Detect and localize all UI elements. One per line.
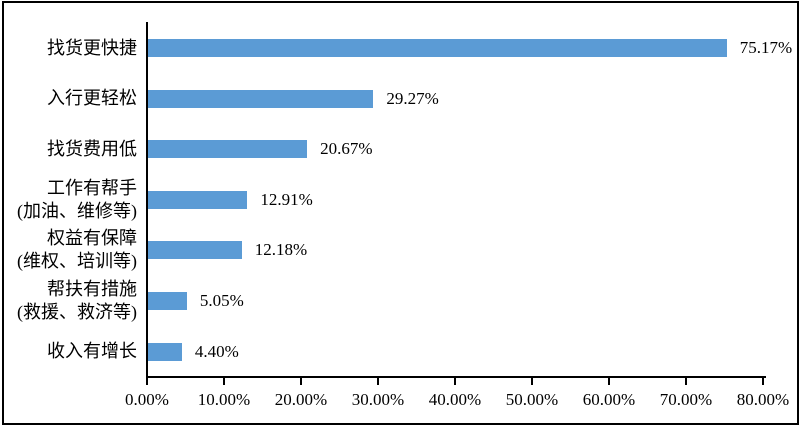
bar <box>148 89 374 108</box>
x-axis-tick-label: 70.00% <box>659 390 713 409</box>
category-label: 收入有增长 <box>47 340 137 363</box>
bar <box>148 342 182 361</box>
value-label: 4.40% <box>194 341 239 361</box>
x-axis-tick <box>454 378 456 385</box>
x-axis-tick-label: 30.00% <box>351 390 405 409</box>
value-label: 75.17% <box>739 38 793 57</box>
category-label: 找货更快捷 <box>47 37 137 60</box>
category-label: 入行更轻松 <box>47 87 137 110</box>
x-axis-tick <box>608 378 610 385</box>
bar <box>148 39 727 57</box>
x-axis-tick-label: 0.00% <box>125 390 169 409</box>
x-axis-tick <box>377 378 379 385</box>
category-label-line: 入行更轻松 <box>47 88 137 109</box>
bar <box>148 241 242 260</box>
bar <box>148 190 248 209</box>
x-axis-tick-label: 50.00% <box>505 390 559 409</box>
x-axis-tick <box>146 378 148 385</box>
x-axis-tick <box>223 378 225 385</box>
category-label: 权益有保障 (维权、培训等) <box>17 227 137 273</box>
value-label: 29.27% <box>386 88 439 108</box>
y-axis-line <box>146 22 148 378</box>
category-label-line: (维权、培训等) <box>17 251 137 272</box>
category-label-line: (加油、维修等) <box>17 200 137 221</box>
category-label: 帮扶有措施 (救援、救济等) <box>17 278 137 324</box>
value-label: 20.67% <box>320 139 373 159</box>
bar <box>148 140 308 159</box>
x-axis-tick-label: 80.00% <box>736 390 790 409</box>
category-label-line: 帮扶有措施 <box>47 279 137 299</box>
x-axis-tick-label: 60.00% <box>582 390 636 409</box>
category-label: 找货费用低 <box>47 138 137 161</box>
x-axis-tick <box>762 378 764 385</box>
value-label: 12.18% <box>254 240 308 260</box>
x-axis-line <box>146 376 766 378</box>
x-axis-tick <box>685 378 687 385</box>
x-axis-tick <box>300 378 302 385</box>
x-axis-tick-label: 20.00% <box>274 390 328 409</box>
category-label-line: 权益有保障 <box>47 228 137 249</box>
category-label-line: 找货费用低 <box>47 138 137 159</box>
value-label: 5.05% <box>199 291 244 310</box>
category-label-line: 工作有帮手 <box>47 177 137 198</box>
bar <box>148 292 187 310</box>
value-label: 12.91% <box>260 189 313 209</box>
category-label-line: (救援、救济等) <box>17 302 137 322</box>
x-axis-tick-label: 40.00% <box>428 390 482 409</box>
category-label-line: 收入有增长 <box>47 341 137 362</box>
x-axis-tick-label: 10.00% <box>197 390 251 409</box>
x-axis-tick <box>531 378 533 385</box>
category-label-line: 找货更快捷 <box>47 37 137 58</box>
category-label: 工作有帮手 (加油、维修等) <box>17 177 137 223</box>
